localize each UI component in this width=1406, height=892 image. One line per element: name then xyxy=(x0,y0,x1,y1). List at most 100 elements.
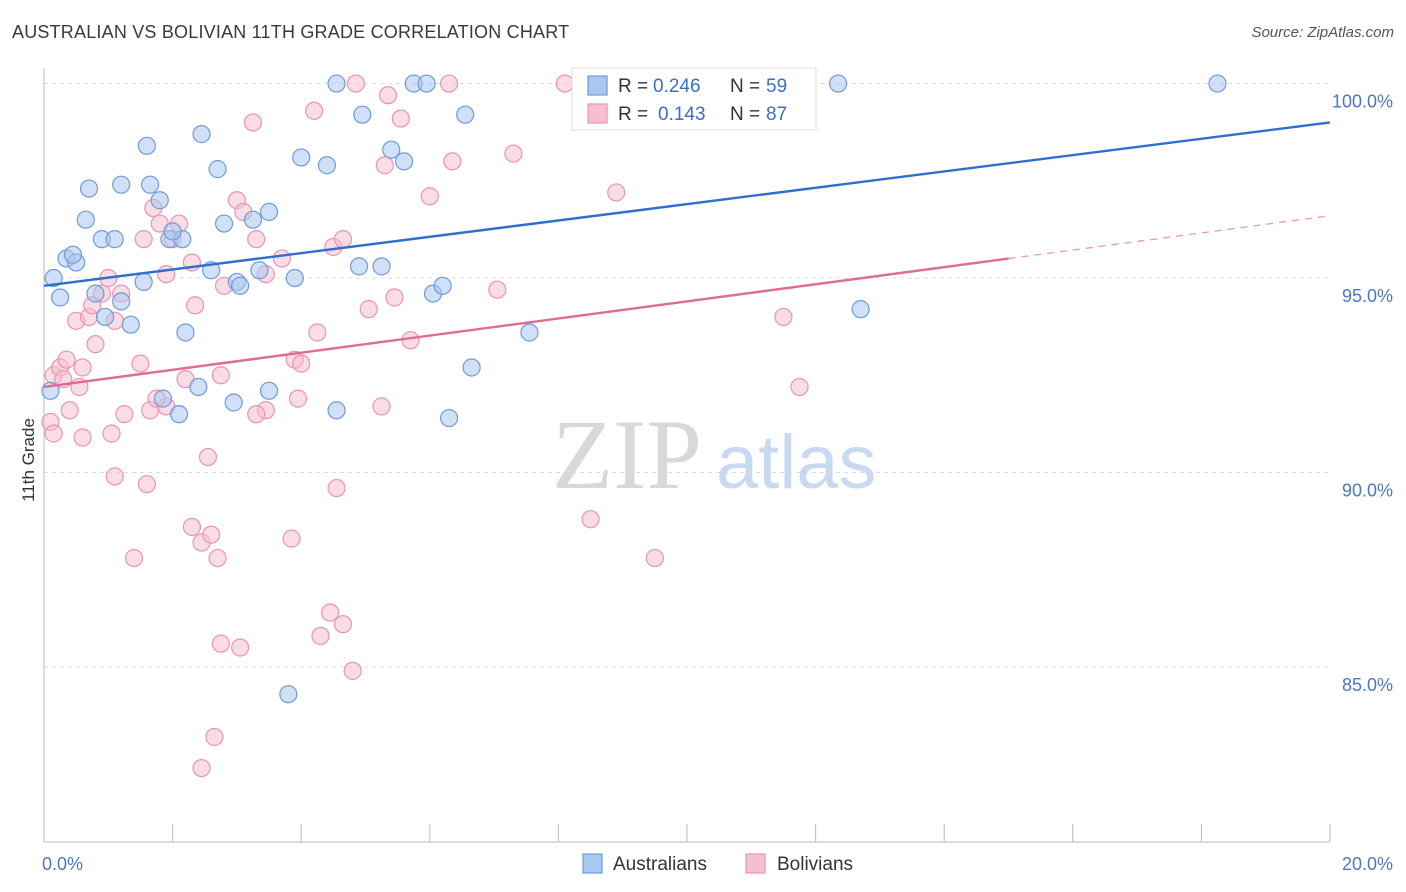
bolivians-point-28 xyxy=(211,366,230,385)
x-tick-label-0: 0.0% xyxy=(42,854,83,874)
watermark-zip: ZIP xyxy=(552,399,702,510)
bolivians-point-21 xyxy=(157,265,176,284)
bolivians-point-57 xyxy=(790,377,809,397)
bolivians-point-52 xyxy=(555,74,574,93)
legend-n-value-bolivians: 87 xyxy=(766,104,787,125)
bolivians-point-71 xyxy=(327,478,346,498)
y-tick-label-2: 90.0% xyxy=(1342,481,1393,501)
bolivians-point-68 xyxy=(282,529,301,548)
bolivians-point-35 xyxy=(272,249,292,268)
australians-point-0 xyxy=(44,268,63,288)
bolivians-point-24 xyxy=(186,296,205,315)
australians-point-41 xyxy=(433,276,452,295)
bolivians-point-32 xyxy=(243,113,263,132)
australians-point-30 xyxy=(292,148,311,167)
australians-point-5 xyxy=(79,179,99,198)
source-label: Source: ZipAtlas.com xyxy=(1251,24,1394,41)
bolivians-point-16 xyxy=(115,405,134,424)
legend-n-value-australians: 59 xyxy=(766,76,787,97)
australians-point-46 xyxy=(851,300,870,319)
bolivians-point-80 xyxy=(372,397,391,416)
australians-point-48 xyxy=(153,389,173,408)
axes xyxy=(43,68,1331,843)
australians-point-15 xyxy=(86,284,105,303)
bolivians-point-69 xyxy=(311,626,330,645)
stats-legend: R = 0.246 N = 59 R = 0.143 N = 87 xyxy=(571,67,817,131)
legend-n-label-australians: N = xyxy=(730,76,760,97)
australians-point-18 xyxy=(121,315,140,334)
y-axis-title: 11th Grade xyxy=(19,418,38,502)
grid-lines xyxy=(44,83,1330,668)
australians-points xyxy=(41,74,1227,704)
bottom-legend-swatch-australians xyxy=(582,853,603,874)
legend-n-label-bolivians: N = xyxy=(730,104,760,125)
bolivians-point-10 xyxy=(86,335,105,354)
bolivians-point-4 xyxy=(57,350,76,369)
bolivians-point-51 xyxy=(504,144,523,163)
australians-point-55 xyxy=(439,408,459,428)
australians-point-23 xyxy=(214,214,234,233)
bolivians-point-49 xyxy=(443,152,462,171)
bolivians-point-73 xyxy=(343,661,362,680)
bolivians-point-83 xyxy=(247,405,266,424)
australians-point-47 xyxy=(1208,74,1227,93)
australians-point-9 xyxy=(112,175,131,194)
bottom-legend-bolivians: Bolivians xyxy=(777,854,853,875)
trend-lines xyxy=(43,121,1331,389)
australians-point-45 xyxy=(829,74,848,93)
y-tick-labels: 100.0% 95.0% 90.0% 85.0% xyxy=(1332,92,1393,695)
bolivians-point-48 xyxy=(439,74,459,93)
australians-point-6 xyxy=(76,210,95,229)
bolivians-point-41 xyxy=(346,74,365,93)
australians-trend-line xyxy=(43,121,1331,287)
australians-point-58 xyxy=(163,222,182,241)
bolivians-point-72 xyxy=(333,615,353,634)
legend-r-value-australians: 0.246 xyxy=(653,76,701,97)
australians-point-19 xyxy=(134,272,153,292)
australians-point-4 xyxy=(63,245,83,264)
chart-title: AUSTRALIAN VS BOLIVIAN 11TH GRADE CORREL… xyxy=(12,22,570,42)
australians-point-27 xyxy=(250,261,269,280)
bolivians-point-59 xyxy=(105,467,124,486)
bolivians-point-66 xyxy=(211,634,230,653)
australians-point-54 xyxy=(327,401,346,420)
australians-point-50 xyxy=(176,323,195,342)
australians-point-36 xyxy=(382,140,401,159)
australians-point-14 xyxy=(208,160,227,179)
bolivians-point-60 xyxy=(124,548,144,568)
australians-point-16 xyxy=(95,307,115,327)
bolivians-trend-extension xyxy=(1008,215,1331,260)
australians-point-37 xyxy=(394,152,414,171)
bottom-legend-australians: Australians xyxy=(613,854,707,875)
bolivians-point-44 xyxy=(385,288,404,307)
bolivians-point-74 xyxy=(205,727,224,747)
y-tick-label-1: 95.0% xyxy=(1342,286,1393,306)
bolivians-point-62 xyxy=(182,517,201,537)
x-tick-labels: 0.0% 20.0% xyxy=(42,854,1393,874)
bolivians-point-17 xyxy=(131,354,150,373)
watermark-atlas: atlas xyxy=(716,420,877,505)
bolivians-point-46 xyxy=(401,331,420,350)
australians-point-33 xyxy=(349,257,369,276)
australians-point-28 xyxy=(259,202,279,222)
australians-point-32 xyxy=(327,74,346,93)
legend-r-value-bolivians: 0.143 xyxy=(658,104,706,125)
bolivians-point-65 xyxy=(208,548,227,568)
legend-swatch-bolivians xyxy=(587,103,608,124)
australians-point-42 xyxy=(456,105,475,124)
australians-point-17 xyxy=(112,292,131,311)
bolivians-point-67 xyxy=(231,638,250,657)
australians-point-10 xyxy=(140,175,160,194)
australians-point-39 xyxy=(417,74,436,93)
australians-point-29 xyxy=(285,268,304,288)
bolivians-point-43 xyxy=(375,156,394,175)
australians-point-31 xyxy=(317,156,337,175)
australians-point-35 xyxy=(372,257,391,276)
series-legend: Australians Bolivians xyxy=(582,853,853,875)
y-tick-label-0: 100.0% xyxy=(1332,92,1393,112)
bolivians-point-56 xyxy=(774,307,793,327)
bolivians-point-81 xyxy=(44,424,63,443)
bolivians-point-42 xyxy=(359,300,378,319)
australians-point-1 xyxy=(50,288,70,307)
